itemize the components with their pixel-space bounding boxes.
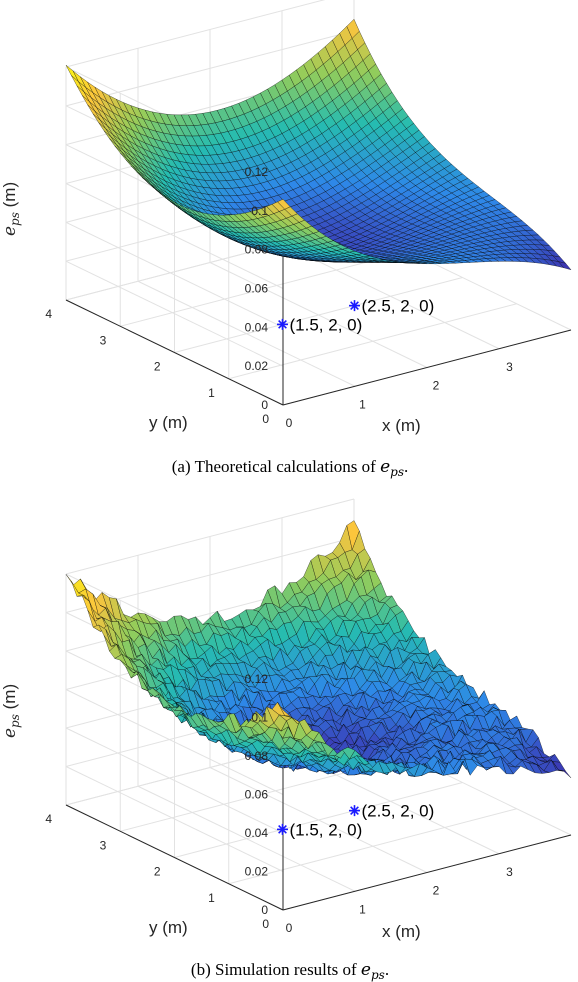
y-tick-label: 0 <box>262 412 269 426</box>
point-marker <box>349 300 360 312</box>
y-tick-label: 3 <box>100 333 107 347</box>
point-marker <box>277 823 288 835</box>
z-tick-label: 0.1 <box>251 711 268 725</box>
x-tick-label: 0 <box>286 416 293 430</box>
point-label: (1.5, 2, 0) <box>290 820 363 839</box>
point-marker <box>349 805 360 817</box>
z-tick-label: 0.06 <box>245 281 269 295</box>
y-axis-label: y (m) <box>149 413 188 432</box>
y-tick-label: 2 <box>154 865 161 879</box>
y-tick-label: 2 <box>154 360 161 374</box>
grid-line <box>65 689 284 795</box>
z-tick-label: 0 <box>261 903 268 917</box>
x-tick-label: 3 <box>506 360 513 374</box>
surface-a <box>65 18 572 271</box>
grid-line <box>65 0 326 68</box>
z-tick-label: 0.02 <box>245 865 269 879</box>
z-tick-label: 0.04 <box>245 826 269 840</box>
surface-patch <box>557 261 572 271</box>
grid-line <box>65 30 355 107</box>
x-tick-label: 2 <box>433 379 440 393</box>
grid-line <box>120 250 409 327</box>
x-tick-label: 3 <box>506 865 513 879</box>
x-tick-label: 1 <box>359 902 366 916</box>
z-tick-label: 0.04 <box>245 320 269 334</box>
point-label: (2.5, 2, 0) <box>362 802 435 821</box>
y-tick-label: 3 <box>100 838 107 852</box>
grid-line <box>65 727 284 834</box>
y-axis-line <box>65 804 284 911</box>
x-tick-label: 0 <box>286 921 293 935</box>
z-tick-label: 0.12 <box>245 165 269 179</box>
surface-patch <box>558 769 572 779</box>
x-axis-label: x (m) <box>382 922 421 941</box>
point-marker <box>277 318 288 330</box>
x-axis-line <box>282 329 572 406</box>
grid-line <box>228 303 517 380</box>
z-axis-label: eps (m) <box>0 182 22 236</box>
y-tick-label: 1 <box>208 386 215 400</box>
z-tick-label: 0.12 <box>245 672 269 686</box>
x-axis-label: x (m) <box>382 416 421 435</box>
surface-b <box>65 520 572 779</box>
grid-line <box>174 782 463 858</box>
point-label: (2.5, 2, 0) <box>362 297 435 316</box>
z-tick-label: 0.06 <box>245 788 269 802</box>
x-tick-label: 1 <box>359 397 366 411</box>
point-label: (1.5, 2, 0) <box>290 315 363 334</box>
x-axis-line <box>282 834 572 911</box>
y-tick-label: 0 <box>262 917 269 931</box>
grid-line <box>65 221 284 328</box>
z-axis-label: eps (m) <box>0 684 22 738</box>
caption-b: (b) Simulation results of eps. <box>191 960 389 982</box>
y-axis-line <box>65 299 284 406</box>
z-tick-label: 0.1 <box>251 204 268 218</box>
y-tick-label: 1 <box>208 891 215 905</box>
z-tick-label: 0.08 <box>245 243 269 257</box>
z-tick-label: 0.08 <box>245 749 269 763</box>
z-tick-label: 0 <box>261 398 268 412</box>
panel-a: (2.5, 2, 0)(1.5, 2, 0) 012340123400.020.… <box>0 0 572 479</box>
grid-line <box>65 183 284 289</box>
surface-patch <box>65 64 79 82</box>
panel-b: (2.5, 2, 0)(1.5, 2, 0) 012340123400.020.… <box>0 498 572 982</box>
x-tick-label: 2 <box>433 884 440 898</box>
y-tick-label: 4 <box>45 812 52 826</box>
z-tick-label: 0.02 <box>245 359 269 373</box>
y-axis-label: y (m) <box>149 918 188 937</box>
grid-line <box>228 808 517 885</box>
grid-line <box>65 260 284 367</box>
grid-line <box>174 277 463 353</box>
grid-line <box>65 498 355 575</box>
grid-line <box>65 766 284 872</box>
caption-a: (a) Theoretical calculations of eps. <box>172 457 408 479</box>
y-tick-label: 4 <box>45 307 52 321</box>
